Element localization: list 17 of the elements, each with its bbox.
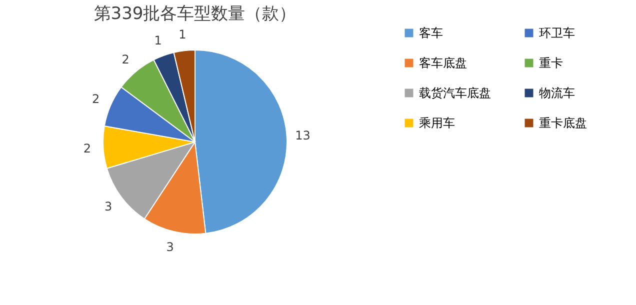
legend-label: 物流车 [539, 86, 575, 100]
chart-title: 第339批各车型数量（款） [94, 4, 296, 24]
data-label: 2 [83, 141, 92, 156]
legend-label: 环卫车 [539, 26, 575, 40]
data-label: 13 [295, 128, 310, 143]
data-label: 2 [122, 52, 130, 66]
legend-label: 客车 [419, 26, 443, 40]
legend-label: 重卡 [539, 56, 563, 70]
data-label: 3 [166, 240, 174, 254]
data-label: 2 [92, 92, 100, 106]
legend-label: 客车底盘 [419, 56, 467, 70]
legend-label: 载货汽车底盘 [419, 86, 491, 100]
data-label: 3 [104, 199, 112, 214]
legend-label: 乘用车 [419, 116, 455, 130]
legend-label: 重卡底盘 [539, 116, 587, 130]
data-label: 1 [154, 34, 162, 48]
data-label: 1 [178, 28, 186, 42]
